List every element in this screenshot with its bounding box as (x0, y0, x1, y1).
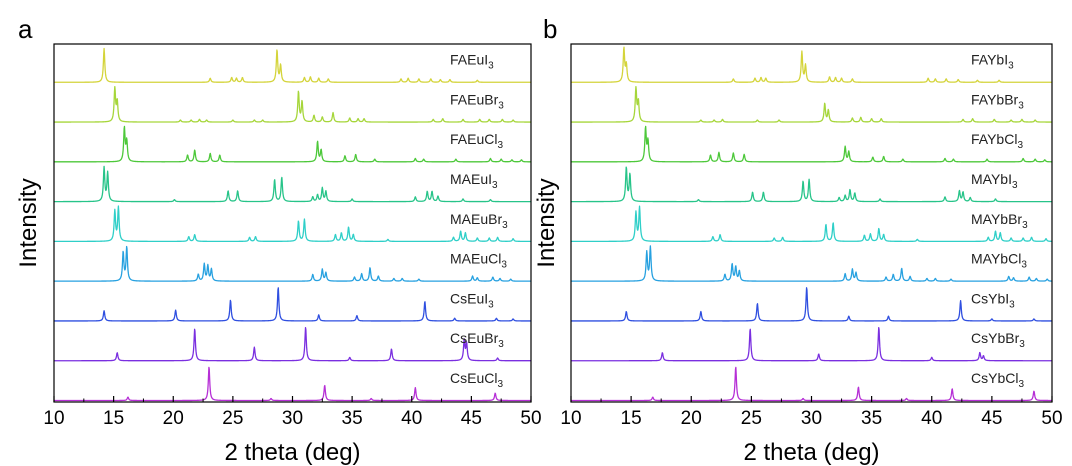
x-tick-label: 15 (103, 408, 124, 429)
chart-panel-b: b FAYbI3 FAYbBr3 FAYbCl3 MAYbI3 MAYbBr3 MAYbCl… (533, 14, 1063, 466)
chart-panel-a: a FAEuI3 FAEuBr3 FAEuCl3 MAEuI3 MAEuBr3 MAEuCl… (15, 14, 542, 466)
series-label: FAYbCl3 (971, 131, 1023, 151)
series-line (570, 326, 1053, 362)
series-faeui3: FAEuI3 (53, 47, 532, 83)
x-tick-label: 45 (461, 408, 482, 429)
x-axis: 10 15 20 25 30 35 40 45 50 (43, 396, 542, 429)
series-csybi3: CsYbI3 (570, 287, 1053, 322)
series-label: CsEuI3 (450, 290, 494, 310)
series-line (53, 205, 532, 243)
series-line (53, 165, 532, 203)
series-maybi3: MAYbI3 (570, 166, 1053, 203)
series-label: CsYbCl3 (971, 370, 1024, 390)
series-label: FAYbBr3 (971, 91, 1024, 111)
series-maeucl3: MAEuCl3 (53, 245, 532, 282)
series-label: FAEuBr3 (450, 91, 504, 111)
x-tick-label: 50 (1041, 408, 1062, 429)
series-label: FAEuI3 (450, 52, 494, 72)
series-line (570, 245, 1053, 282)
series-label: MAEuCl3 (450, 251, 507, 271)
x-tick-label: 30 (801, 408, 822, 429)
series-maeubr3: MAEuBr3 (53, 205, 532, 243)
series-cseucl3: CsEuCl3 (53, 366, 532, 402)
series-line (53, 326, 532, 362)
x-tick-label: 20 (681, 408, 702, 429)
series-label: MAEuBr3 (450, 211, 508, 231)
series-faybcl3: FAYbCl3 (570, 125, 1053, 163)
series-csybbr3: CsYbBr3 (570, 326, 1053, 362)
x-tick-label: 25 (741, 408, 762, 429)
x-tick-label: 15 (621, 408, 642, 429)
series-label: CsYbI3 (971, 290, 1015, 310)
series-label: MAEuI3 (450, 171, 498, 191)
series-label: MAYbI3 (971, 171, 1018, 191)
x-tick-label: 10 (560, 408, 581, 429)
series-line (570, 125, 1053, 163)
series-label: MAYbCl3 (971, 251, 1027, 271)
series-line (53, 85, 532, 123)
x-tick-label: 20 (163, 408, 184, 429)
series-line (570, 85, 1053, 123)
y-axis-title: Intensity (533, 178, 560, 267)
series-maybbr3: MAYbBr3 (570, 205, 1053, 243)
x-axis: 10 15 20 25 30 35 40 45 50 (560, 396, 1063, 429)
x-tick-label: 10 (43, 408, 64, 429)
y-axis-title: Intensity (15, 178, 42, 267)
series-line (570, 287, 1053, 322)
x-tick-label: 35 (342, 408, 363, 429)
series-maybcl3: MAYbCl3 (570, 245, 1053, 282)
series-label: CsEuBr3 (450, 330, 504, 350)
series-faeubr3: FAEuBr3 (53, 85, 532, 123)
series-csybcl3: CsYbCl3 (570, 366, 1053, 402)
series-line (53, 245, 532, 282)
series-line (53, 47, 532, 83)
x-axis-title: 2 theta (deg) (224, 439, 360, 466)
series-line (53, 287, 532, 322)
series-label: MAYbBr3 (971, 211, 1028, 231)
x-tick-label: 35 (861, 408, 882, 429)
series-maeui3: MAEuI3 (53, 165, 532, 203)
series-cseubr3: CsEuBr3 (53, 326, 532, 362)
series-faybi3: FAYbI3 (570, 46, 1053, 83)
panel-label: a (18, 14, 33, 44)
panel-label: b (543, 14, 557, 44)
series-line (570, 46, 1053, 83)
series-label: FAEuCl3 (450, 131, 503, 151)
series-faybbr3: FAYbBr3 (570, 85, 1053, 123)
series-line (53, 125, 532, 163)
series-label: FAYbI3 (971, 52, 1014, 72)
x-tick-label: 25 (222, 408, 243, 429)
series-label: CsYbBr3 (971, 330, 1025, 350)
x-tick-label: 50 (520, 408, 541, 429)
x-tick-label: 40 (401, 408, 422, 429)
x-axis-title: 2 theta (deg) (743, 439, 879, 466)
series-line (570, 166, 1053, 203)
series-line (570, 205, 1053, 243)
series-label: CsEuCl3 (450, 370, 503, 390)
series-faeucl3: FAEuCl3 (53, 125, 532, 163)
x-tick-label: 40 (921, 408, 942, 429)
x-tick-label: 30 (282, 408, 303, 429)
x-tick-label: 45 (981, 408, 1002, 429)
series-cseui3: CsEuI3 (53, 287, 532, 322)
